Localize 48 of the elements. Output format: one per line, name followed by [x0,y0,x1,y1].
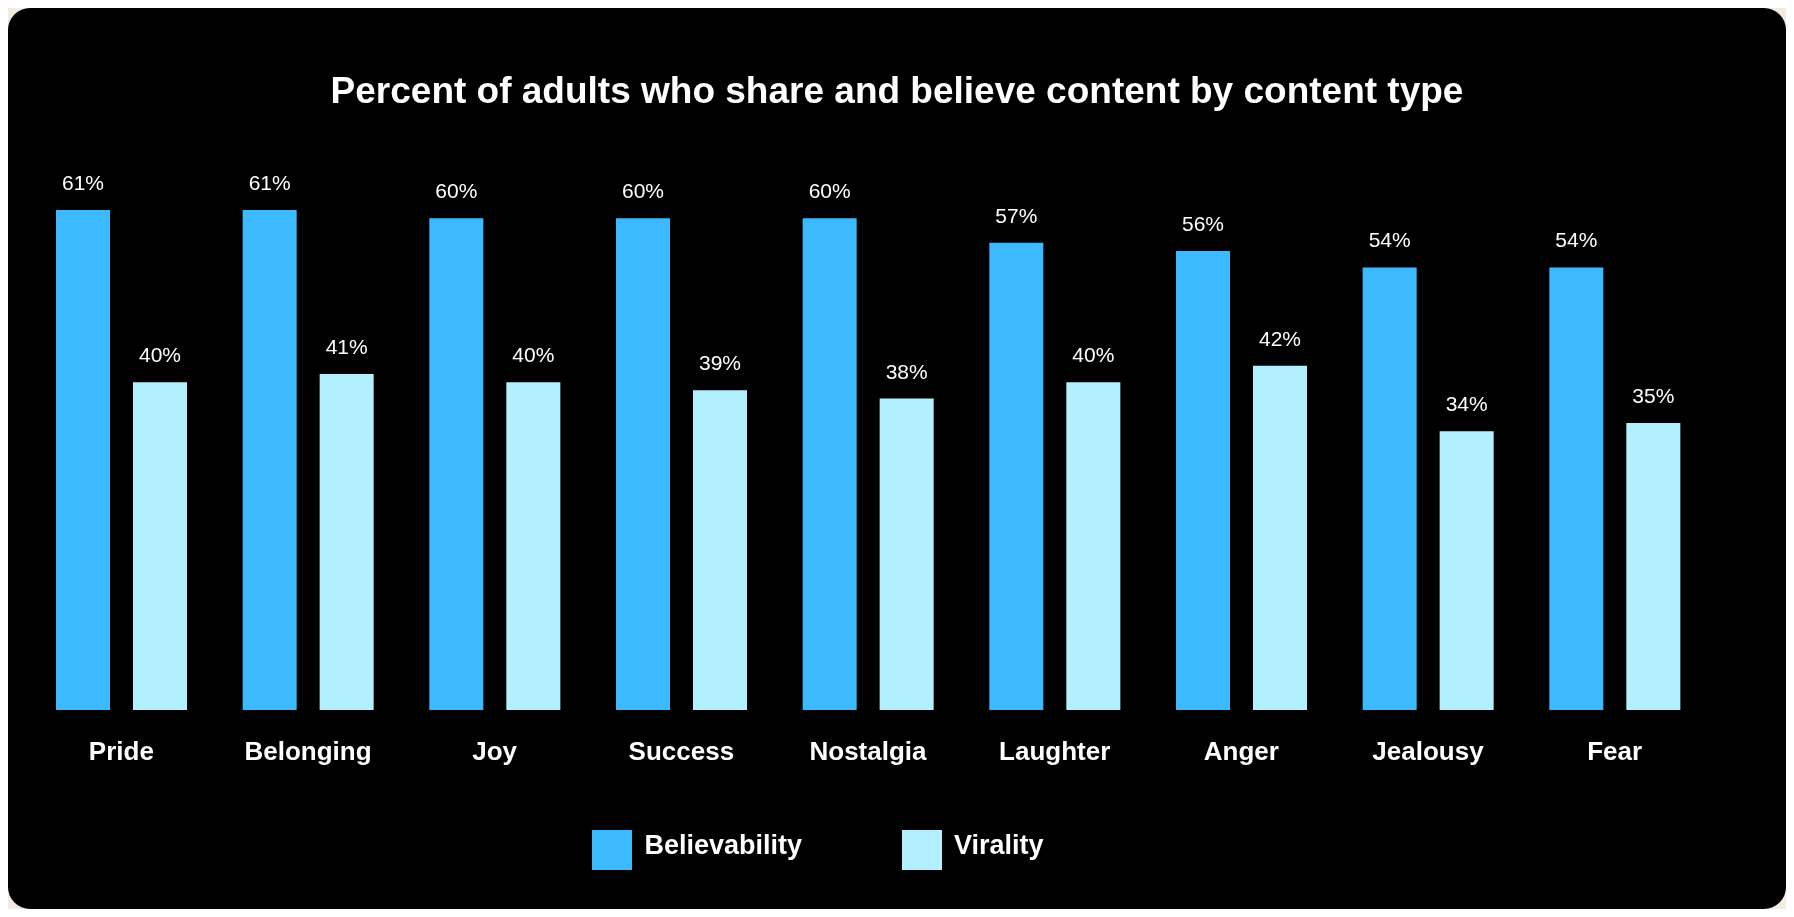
bar [56,210,110,710]
x-tick-label: Joy [472,736,518,767]
x-tick-label: Jealousy [1372,736,1485,767]
bar [1253,365,1307,710]
bar [1176,250,1230,710]
data-label: 54% [1555,228,1598,252]
legend-label: Virality [954,830,1044,861]
x-tick-label: Laughter [999,736,1111,767]
data-label: 39% [698,351,742,375]
data-label: 42% [1258,326,1302,350]
data-label: 38% [885,359,928,383]
bar [242,210,297,710]
bar [429,218,484,710]
x-tick-label: Belonging [244,736,372,767]
data-label: 60% [435,179,478,203]
bar [1549,267,1604,710]
bar [133,382,187,710]
data-label: 60% [621,179,665,203]
legend-label: Believability [644,830,802,861]
data-label: 40% [138,343,182,367]
x-tick-label: Pride [88,736,154,767]
bar [616,218,670,710]
bar [506,382,561,710]
data-label: 35% [1632,384,1675,408]
chart-title: Percent of adults who share and believe content by content type [329,69,1465,113]
data-label: 60% [808,179,851,203]
x-tick-label: Anger [1203,736,1279,767]
data-label: 57% [995,203,1038,227]
bar [693,390,747,710]
data-label: 34% [1445,392,1488,416]
data-label: 40% [1072,343,1115,367]
bar [879,398,934,710]
bar [1066,382,1121,710]
data-label: 61% [248,171,291,194]
bar [319,373,374,710]
data-label: 40% [512,343,555,367]
bar [989,242,1044,710]
x-tick-label: Fear [1587,736,1643,767]
bar [1362,267,1417,710]
bar [1626,423,1681,710]
x-tick-label: Success [628,736,735,767]
x-tick-label: Nostalgia [809,736,928,767]
data-label: 54% [1368,228,1411,252]
bar [1439,431,1494,710]
data-label: 56% [1181,211,1225,235]
data-label: 41% [325,334,368,358]
bar [802,218,857,710]
data-label: 61% [61,171,105,194]
